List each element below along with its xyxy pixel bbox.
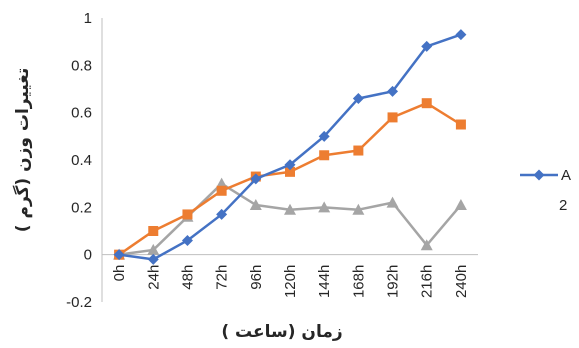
data-point-triangle-marker xyxy=(284,203,296,215)
x-tick-label: 48h xyxy=(179,265,196,290)
y-axis-ticks: -0.2 0 0.2 0.4 0.6 0.8 1 xyxy=(66,10,92,311)
data-point-square-marker xyxy=(353,145,364,156)
data-point-square-marker xyxy=(387,112,398,123)
data-point-triangle-marker xyxy=(454,198,467,210)
data-point-diamond-marker xyxy=(421,40,433,52)
data-point-diamond-marker xyxy=(284,159,296,171)
x-tick-label: 96h xyxy=(248,265,265,290)
data-point-diamond-marker xyxy=(113,249,125,261)
data-point-square-marker xyxy=(455,119,466,130)
y-tick-label: 1 xyxy=(84,10,92,27)
legend-label: 2 xyxy=(559,197,567,214)
legend: A2 xyxy=(520,167,571,214)
data-point-diamond-marker xyxy=(181,234,193,246)
legend-entry: A xyxy=(520,167,571,184)
data-point-square-marker xyxy=(182,209,193,220)
y-axis-title: تغییرات وزن (گرم ) xyxy=(12,68,33,232)
data-point-diamond-marker xyxy=(250,173,262,185)
data-point-diamond-marker xyxy=(387,85,399,97)
y-tick-label: 0 xyxy=(84,247,92,264)
series-line xyxy=(118,182,462,256)
series-1 xyxy=(113,29,467,265)
x-tick-label: 120h xyxy=(282,265,299,298)
y-tick-label: 0.6 xyxy=(71,105,92,122)
x-tick-label: 192h xyxy=(385,265,402,298)
x-tick-label: 24h xyxy=(145,265,162,290)
x-tick-label: 144h xyxy=(316,265,333,298)
data-point-square-marker xyxy=(148,226,159,236)
y-tick-label: 0.4 xyxy=(71,152,92,169)
data-point-triangle-marker xyxy=(420,239,433,251)
data-point-square-marker xyxy=(319,150,330,161)
data-point-triangle-marker xyxy=(386,196,399,208)
x-tick-label: 0h xyxy=(111,265,128,282)
data-point-diamond-marker xyxy=(147,253,159,265)
data-point-diamond-marker xyxy=(455,29,467,41)
data-point-square-marker xyxy=(421,98,432,109)
y-tick-label: 0.2 xyxy=(71,199,92,216)
data-point-triangle-marker xyxy=(318,201,331,213)
series-layer xyxy=(113,29,467,265)
y-tick-label: 0.8 xyxy=(71,57,92,74)
data-point-square-marker xyxy=(216,185,227,196)
x-axis-ticks: 0h 24h 48h 72h 96h 120h 144h 168h 192h 216h 240h xyxy=(111,265,470,298)
x-tick-label: 168h xyxy=(350,265,367,298)
x-tick-label: 72h xyxy=(214,265,231,290)
y-tick-label: -0.2 xyxy=(66,294,92,311)
data-point-square-marker xyxy=(285,166,295,177)
axes xyxy=(101,18,478,302)
data-point-diamond-marker xyxy=(216,208,228,220)
data-point-diamond-marker xyxy=(352,92,364,104)
data-point-triangle-marker xyxy=(147,243,160,255)
data-point-diamond-marker xyxy=(318,130,330,142)
x-axis-title: زمان (ساعت ) xyxy=(221,322,342,342)
x-tick-label: 240h xyxy=(453,265,470,298)
x-tick-label: 216h xyxy=(419,265,436,298)
legend-entry: 2 xyxy=(559,197,567,214)
legend-label: A xyxy=(561,167,571,184)
data-point-diamond-marker xyxy=(533,169,545,181)
data-point-triangle-marker xyxy=(352,203,365,215)
series-3 xyxy=(113,177,467,260)
data-point-triangle-marker xyxy=(249,198,262,210)
